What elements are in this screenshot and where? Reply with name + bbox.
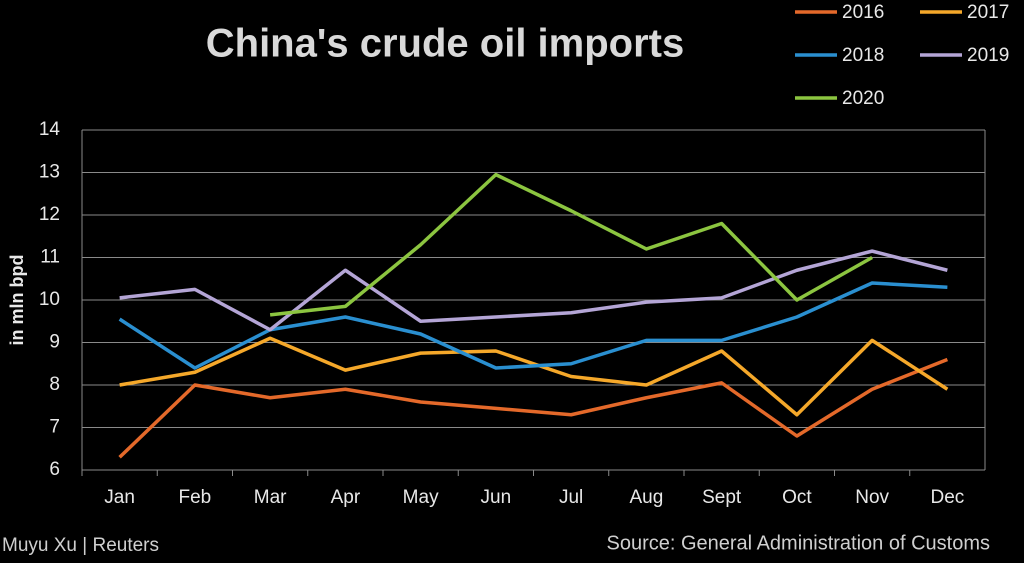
series-line xyxy=(118,357,949,459)
y-tick-label: 8 xyxy=(49,374,60,395)
credit: Muyu Xu | Reuters xyxy=(2,535,159,556)
y-tick-label: 9 xyxy=(49,332,60,353)
y-tick-label: 6 xyxy=(49,459,60,480)
x-tick-label: May xyxy=(403,487,439,508)
x-tick-label: Jan xyxy=(104,487,135,508)
legend-label: 2019 xyxy=(967,45,1009,66)
chart-title: China's crude oil imports xyxy=(206,22,684,66)
x-tick-label: Jun xyxy=(481,487,512,508)
legend-label: 2018 xyxy=(842,45,884,66)
x-tick-label: Mar xyxy=(254,487,287,508)
y-tick-label: 7 xyxy=(49,417,60,438)
x-tick-label: Nov xyxy=(855,487,889,508)
series-line xyxy=(119,336,949,417)
x-tick-label: Oct xyxy=(782,487,812,508)
y-axis-label: in mln bpd xyxy=(7,255,27,346)
source: Source: General Administration of Custom… xyxy=(606,532,990,554)
series-line xyxy=(118,281,948,370)
y-tick-label: 12 xyxy=(39,204,60,225)
legend-label: 2017 xyxy=(967,2,1009,23)
x-tick-label: Feb xyxy=(179,487,212,508)
x-tick-label: Aug xyxy=(629,487,663,508)
legend-label: 2020 xyxy=(842,88,884,109)
y-tick-label: 10 xyxy=(39,289,60,310)
legend-label: 2016 xyxy=(842,2,884,23)
x-tick-label: Jul xyxy=(559,487,583,508)
y-tick-label: 11 xyxy=(40,247,60,268)
x-tick-label: Apr xyxy=(331,487,361,508)
x-tick-label: Sept xyxy=(702,487,742,508)
x-tick-label: Dec xyxy=(930,487,964,508)
series-line xyxy=(269,172,873,317)
y-tick-label: 13 xyxy=(39,162,60,183)
y-tick-label: 14 xyxy=(39,119,61,140)
series-line xyxy=(119,249,948,332)
